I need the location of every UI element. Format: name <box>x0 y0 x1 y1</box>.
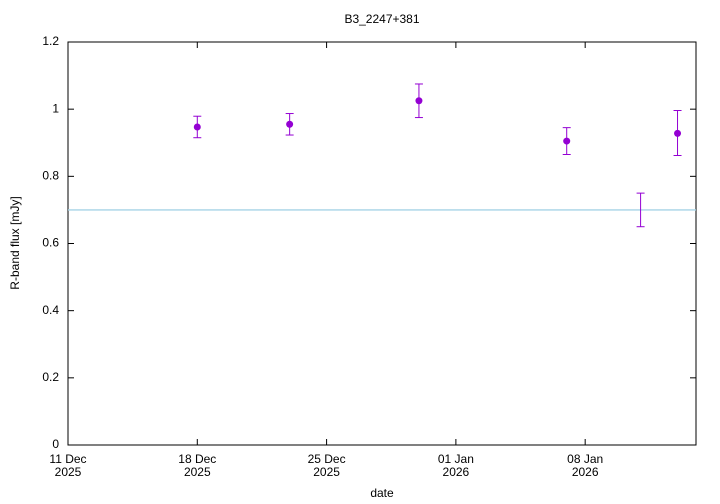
x-tick-label: 18 Dec <box>178 452 216 466</box>
x-tick-label: 2025 <box>313 465 340 479</box>
data-point <box>563 137 571 145</box>
data-point <box>193 123 201 131</box>
x-tick-label: 2026 <box>572 465 599 479</box>
x-tick-label: 25 Dec <box>308 452 346 466</box>
y-tick-label: 0.4 <box>42 303 59 317</box>
y-tick-label: 0.6 <box>42 236 59 250</box>
data-point <box>286 120 294 128</box>
plot-frame <box>67 41 697 446</box>
y-tick-label: 0.2 <box>42 370 59 384</box>
y-tick-label: 1 <box>52 101 59 115</box>
data-point <box>674 129 682 137</box>
y-axis-label: R-band flux [mJy] <box>8 196 22 289</box>
x-tick-label: 11 Dec <box>49 452 86 466</box>
y-tick-label: 0.8 <box>42 169 59 183</box>
y-tick-label: 0 <box>52 437 59 451</box>
x-tick-label: 08 Jan <box>567 452 603 466</box>
x-tick-label: 2026 <box>443 465 470 479</box>
x-tick-label: 2025 <box>184 465 211 479</box>
y-tick-label: 1.2 <box>42 34 59 48</box>
x-axis-label: date <box>370 486 394 500</box>
chart-title: B3_2247+381 <box>344 12 419 26</box>
x-tick-label: 2025 <box>55 465 82 479</box>
data-point <box>415 97 423 105</box>
x-tick-label: 01 Jan <box>438 452 474 466</box>
